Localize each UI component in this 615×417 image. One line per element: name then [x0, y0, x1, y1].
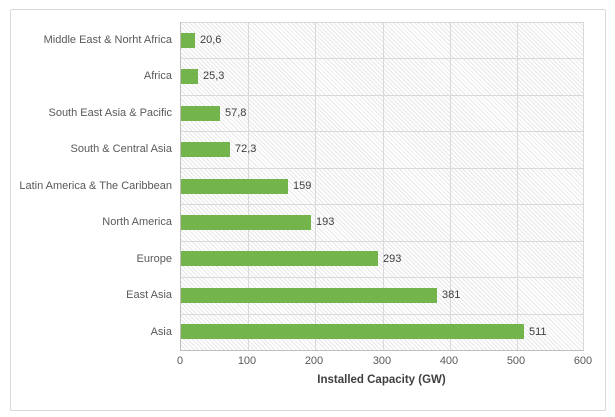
x-tick-label: 400 [439, 355, 459, 367]
bar-value-label: 381 [442, 289, 461, 301]
bar-value-label: 72,3 [235, 143, 257, 155]
gridline-horizontal [181, 22, 584, 23]
bar-value-label: 511 [529, 326, 547, 338]
bar [181, 251, 378, 266]
bar-value-label: 20,6 [200, 34, 222, 46]
bar [181, 33, 195, 48]
bar [181, 69, 198, 84]
category-label: Middle East & Norht Africa [43, 34, 172, 46]
x-tick-label: 100 [237, 355, 257, 367]
bar [181, 106, 220, 121]
x-axis-title: Installed Capacity (GW) [317, 374, 446, 386]
bar [181, 179, 288, 194]
bar-value-label: 25,3 [203, 70, 225, 82]
x-tick-label: 300 [372, 355, 392, 367]
plot-area [180, 22, 584, 351]
category-label: Africa [143, 70, 172, 82]
bar-value-label: 193 [316, 216, 335, 228]
category-label: Europe [136, 253, 172, 265]
bar-value-label: 57,8 [225, 107, 247, 119]
gridline-vertical [315, 22, 316, 350]
bar [181, 324, 524, 339]
gridline-horizontal [181, 58, 584, 59]
category-label: Asia [150, 326, 172, 338]
gridline-horizontal [181, 314, 584, 315]
gridline-horizontal [181, 131, 584, 132]
category-label: South & Central Asia [70, 143, 172, 155]
gridline-vertical [383, 22, 384, 350]
x-tick-label: 0 [176, 355, 184, 367]
category-label: Latin America & The Caribbean [19, 180, 172, 192]
gridline-horizontal [181, 204, 584, 205]
x-tick-label: 600 [573, 355, 593, 367]
gridline-horizontal [181, 241, 584, 242]
gridline-horizontal [181, 95, 584, 96]
bar-value-label: 159 [293, 180, 312, 192]
category-label: South East Asia & Pacific [48, 107, 172, 119]
x-tick-label: 500 [506, 355, 526, 367]
x-tick-label: 200 [304, 355, 324, 367]
category-label: East Asia [126, 289, 172, 301]
bar [181, 288, 437, 303]
bar-value-label: 293 [383, 253, 402, 265]
bar [181, 215, 311, 230]
gridline-vertical [517, 22, 518, 350]
category-label: North America [102, 216, 172, 228]
bar [181, 142, 230, 157]
gridline-horizontal [181, 277, 584, 278]
gridline-horizontal [181, 168, 584, 169]
gridline-vertical [583, 22, 584, 350]
gridline-vertical [450, 22, 451, 350]
